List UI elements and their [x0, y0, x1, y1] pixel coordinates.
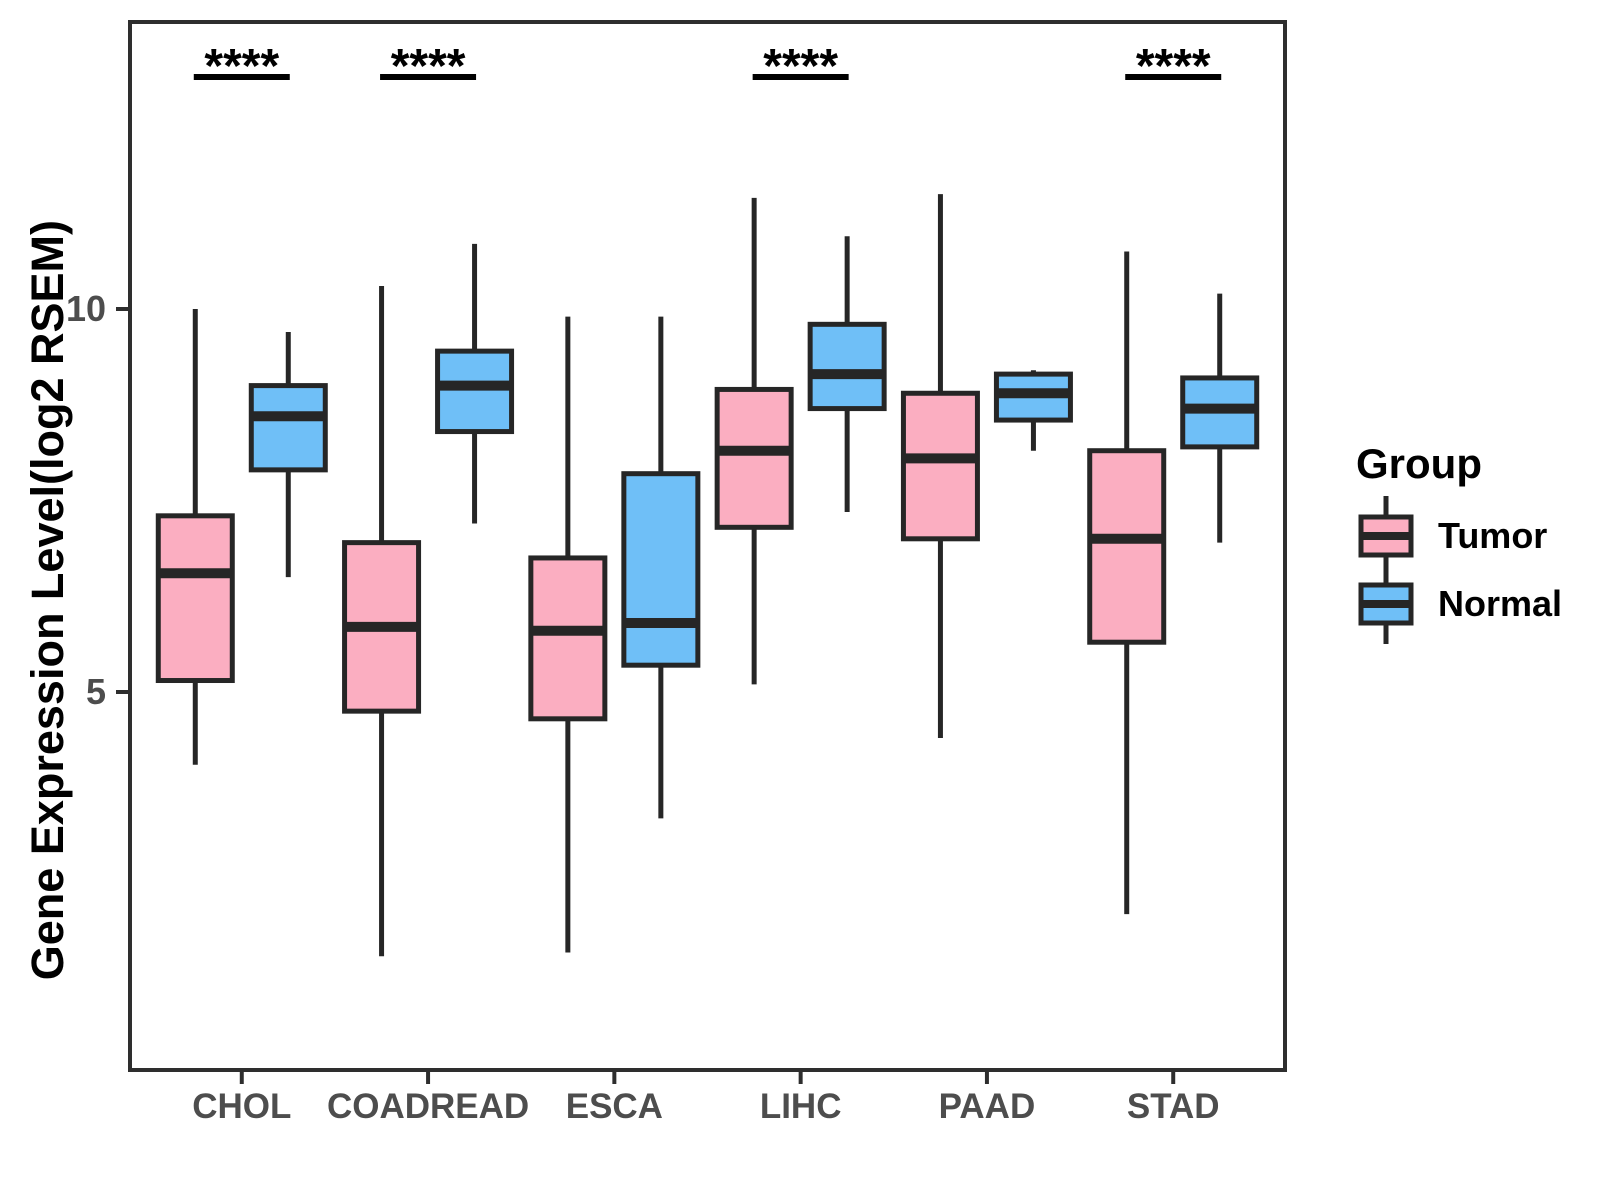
box-ESCA-Normal	[621, 471, 701, 668]
legend-item-tumor: Tumor	[1330, 496, 1562, 576]
significance-stars-COADREAD: ****	[391, 40, 466, 93]
box-ESCA-Tumor	[528, 555, 608, 722]
box-CHOL-Tumor	[155, 513, 235, 684]
significance-stars-CHOL: ****	[204, 40, 279, 93]
box-LIHC-Tumor	[714, 386, 794, 530]
box-PAAD-Tumor	[900, 390, 980, 542]
legend-label-normal: Normal	[1438, 583, 1563, 624]
box-LIHC-Normal	[807, 321, 887, 412]
box-STAD-Tumor	[1087, 448, 1167, 645]
x-tick-label-COADREAD: COADREAD	[327, 1087, 529, 1126]
significance-stars-LIHC: ****	[763, 40, 838, 93]
x-tick-label-ESCA: ESCA	[566, 1087, 663, 1126]
legend-title: Group	[1356, 440, 1482, 487]
tumor-boxplot-key-icon	[1358, 496, 1414, 576]
x-tick-label-CHOL: CHOL	[192, 1087, 291, 1126]
significance-stars-STAD: ****	[1136, 40, 1211, 93]
box-CHOL-Normal	[248, 383, 328, 473]
legend-label-tumor: Tumor	[1438, 515, 1548, 556]
y-tick-label-5: 5	[86, 671, 106, 712]
legend: Group Tumor Normal	[1330, 440, 1563, 644]
x-tick-label-LIHC: LIHC	[760, 1087, 842, 1126]
x-tick-label-PAAD: PAAD	[939, 1087, 1036, 1126]
x-tick-label-STAD: STAD	[1127, 1087, 1220, 1126]
y-tick-label-10: 10	[66, 288, 106, 329]
box-COADREAD-Normal	[435, 348, 515, 435]
legend-item-normal: Normal	[1330, 564, 1563, 644]
normal-boxplot-key-icon	[1358, 564, 1414, 644]
